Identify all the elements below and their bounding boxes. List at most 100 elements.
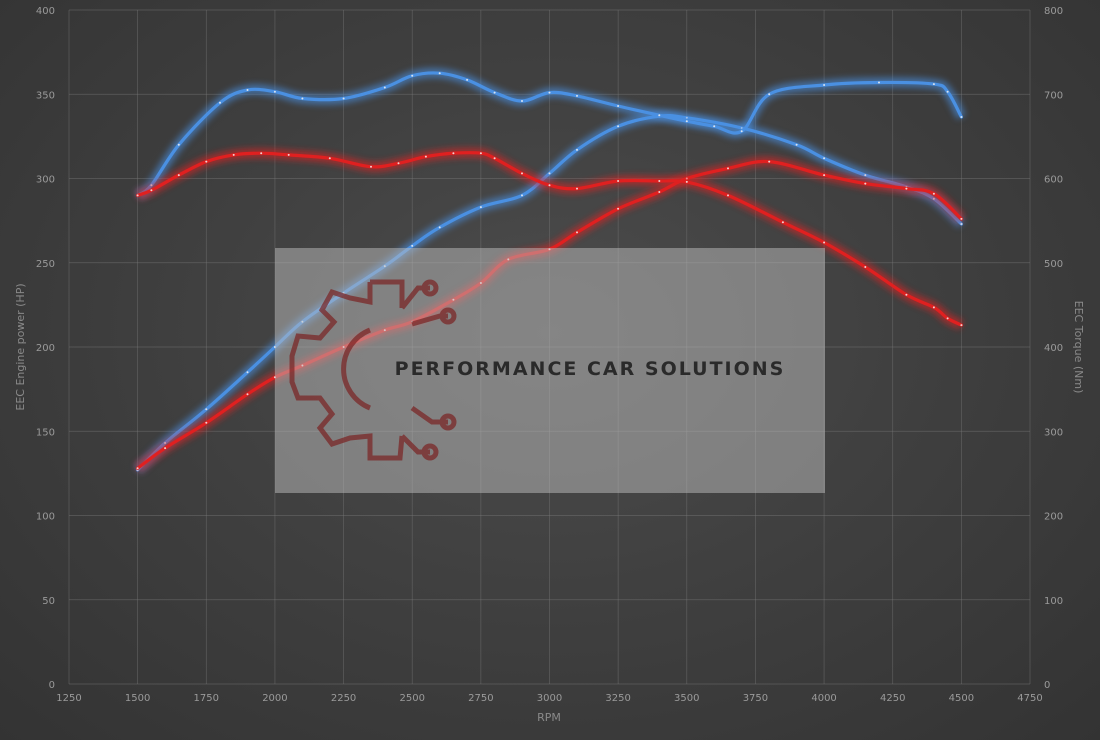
series-point — [246, 371, 249, 374]
series-point — [946, 90, 949, 93]
x-tick-label: 2250 — [331, 693, 356, 704]
series-point — [878, 81, 880, 84]
series-point — [823, 241, 826, 244]
series-point — [823, 174, 826, 177]
series-point — [576, 231, 578, 234]
right-y-tick-label: 200 — [1044, 512, 1063, 523]
series-point — [246, 89, 249, 91]
series-point — [932, 306, 935, 309]
series-point — [246, 393, 249, 396]
series-point — [177, 174, 180, 177]
series-point — [713, 125, 716, 128]
series-point — [960, 217, 963, 220]
series-point — [397, 162, 400, 165]
right-y-tick-label: 300 — [1044, 427, 1063, 438]
x-tick-label: 1500 — [125, 693, 150, 704]
series-point — [576, 148, 578, 151]
right-y-tick-label: 0 — [1044, 680, 1050, 691]
series-point — [479, 206, 482, 209]
series-point — [658, 114, 661, 117]
series-point — [424, 155, 427, 158]
series-point — [864, 266, 867, 268]
series-point — [685, 180, 688, 183]
series-point — [905, 293, 908, 296]
series-point — [658, 180, 661, 182]
left-y-tick-label: 300 — [36, 175, 55, 186]
series-point — [932, 192, 935, 195]
left-y-tick-label: 50 — [42, 596, 55, 607]
left-y-tick-label: 400 — [36, 6, 55, 17]
series-point — [548, 184, 551, 187]
series-point — [260, 152, 263, 155]
series-point — [658, 191, 661, 193]
series-point — [328, 157, 331, 160]
series-point — [205, 421, 208, 424]
x-tick-label: 3250 — [605, 693, 630, 704]
right-y-tick-label: 100 — [1044, 596, 1063, 607]
series-point — [617, 125, 620, 128]
series-point — [383, 86, 386, 89]
series-point — [493, 157, 496, 160]
series-point — [946, 317, 949, 320]
x-tick-label: 2000 — [262, 693, 287, 704]
series-point — [521, 100, 523, 102]
series-point — [232, 153, 235, 156]
x-tick-label: 4250 — [880, 693, 905, 704]
series-point — [452, 152, 455, 155]
series-point — [685, 120, 688, 123]
series-point — [370, 165, 372, 168]
series-point — [576, 187, 578, 190]
x-tick-label: 4000 — [811, 693, 836, 704]
series-point — [823, 157, 826, 160]
gear-circuit-logo-icon — [289, 279, 457, 461]
series-point — [823, 84, 826, 86]
series-point — [864, 174, 867, 177]
watermark-text: PERFORMANCE CAR SOLUTIONS — [395, 358, 786, 380]
series-point — [617, 180, 620, 182]
series-point — [466, 78, 469, 81]
series-point — [576, 94, 578, 97]
series-point — [301, 97, 304, 100]
series-point — [617, 105, 620, 107]
series-point — [960, 116, 963, 118]
series-point — [617, 207, 620, 210]
watermark: PERFORMANCE CAR SOLUTIONS — [275, 248, 825, 493]
series-point — [521, 194, 523, 197]
series-point — [438, 72, 441, 75]
series-point — [795, 143, 798, 146]
x-tick-label: 1750 — [194, 693, 219, 704]
series-point — [273, 90, 276, 93]
series-point — [479, 152, 482, 155]
right-y-axis-ticks: 0 100 200 300 400 500 600 700 800 — [1044, 6, 1063, 691]
series-point — [960, 223, 963, 225]
series-point — [287, 153, 290, 156]
series-point — [727, 194, 729, 197]
left-y-axis-label: EEC Engine power (HP) — [14, 283, 27, 410]
x-tick-label: 3000 — [537, 693, 562, 704]
series-point — [932, 83, 935, 86]
series-point — [548, 172, 551, 175]
series-point — [768, 160, 771, 163]
left-y-tick-label: 100 — [36, 512, 55, 523]
series-point — [411, 244, 414, 247]
x-tick-label: 4500 — [949, 693, 974, 704]
right-y-axis-label: EEC Torque (Nm) — [1072, 301, 1085, 394]
series-point — [438, 226, 441, 229]
series-point — [727, 167, 729, 170]
series-point — [136, 467, 139, 470]
series-point — [740, 130, 743, 133]
series-point — [205, 160, 208, 163]
series-2-right-axis — [134, 67, 966, 200]
right-y-tick-label: 700 — [1044, 90, 1063, 101]
series-point — [548, 91, 551, 94]
x-tick-label: 2500 — [399, 693, 424, 704]
series-point — [164, 447, 167, 450]
series-point — [205, 408, 208, 411]
left-y-tick-label: 200 — [36, 343, 55, 354]
x-tick-label: 4750 — [1017, 693, 1042, 704]
right-y-tick-label: 400 — [1044, 343, 1063, 354]
left-y-tick-label: 0 — [49, 680, 55, 691]
x-tick-label: 3500 — [674, 693, 699, 704]
right-y-tick-label: 800 — [1044, 6, 1063, 17]
